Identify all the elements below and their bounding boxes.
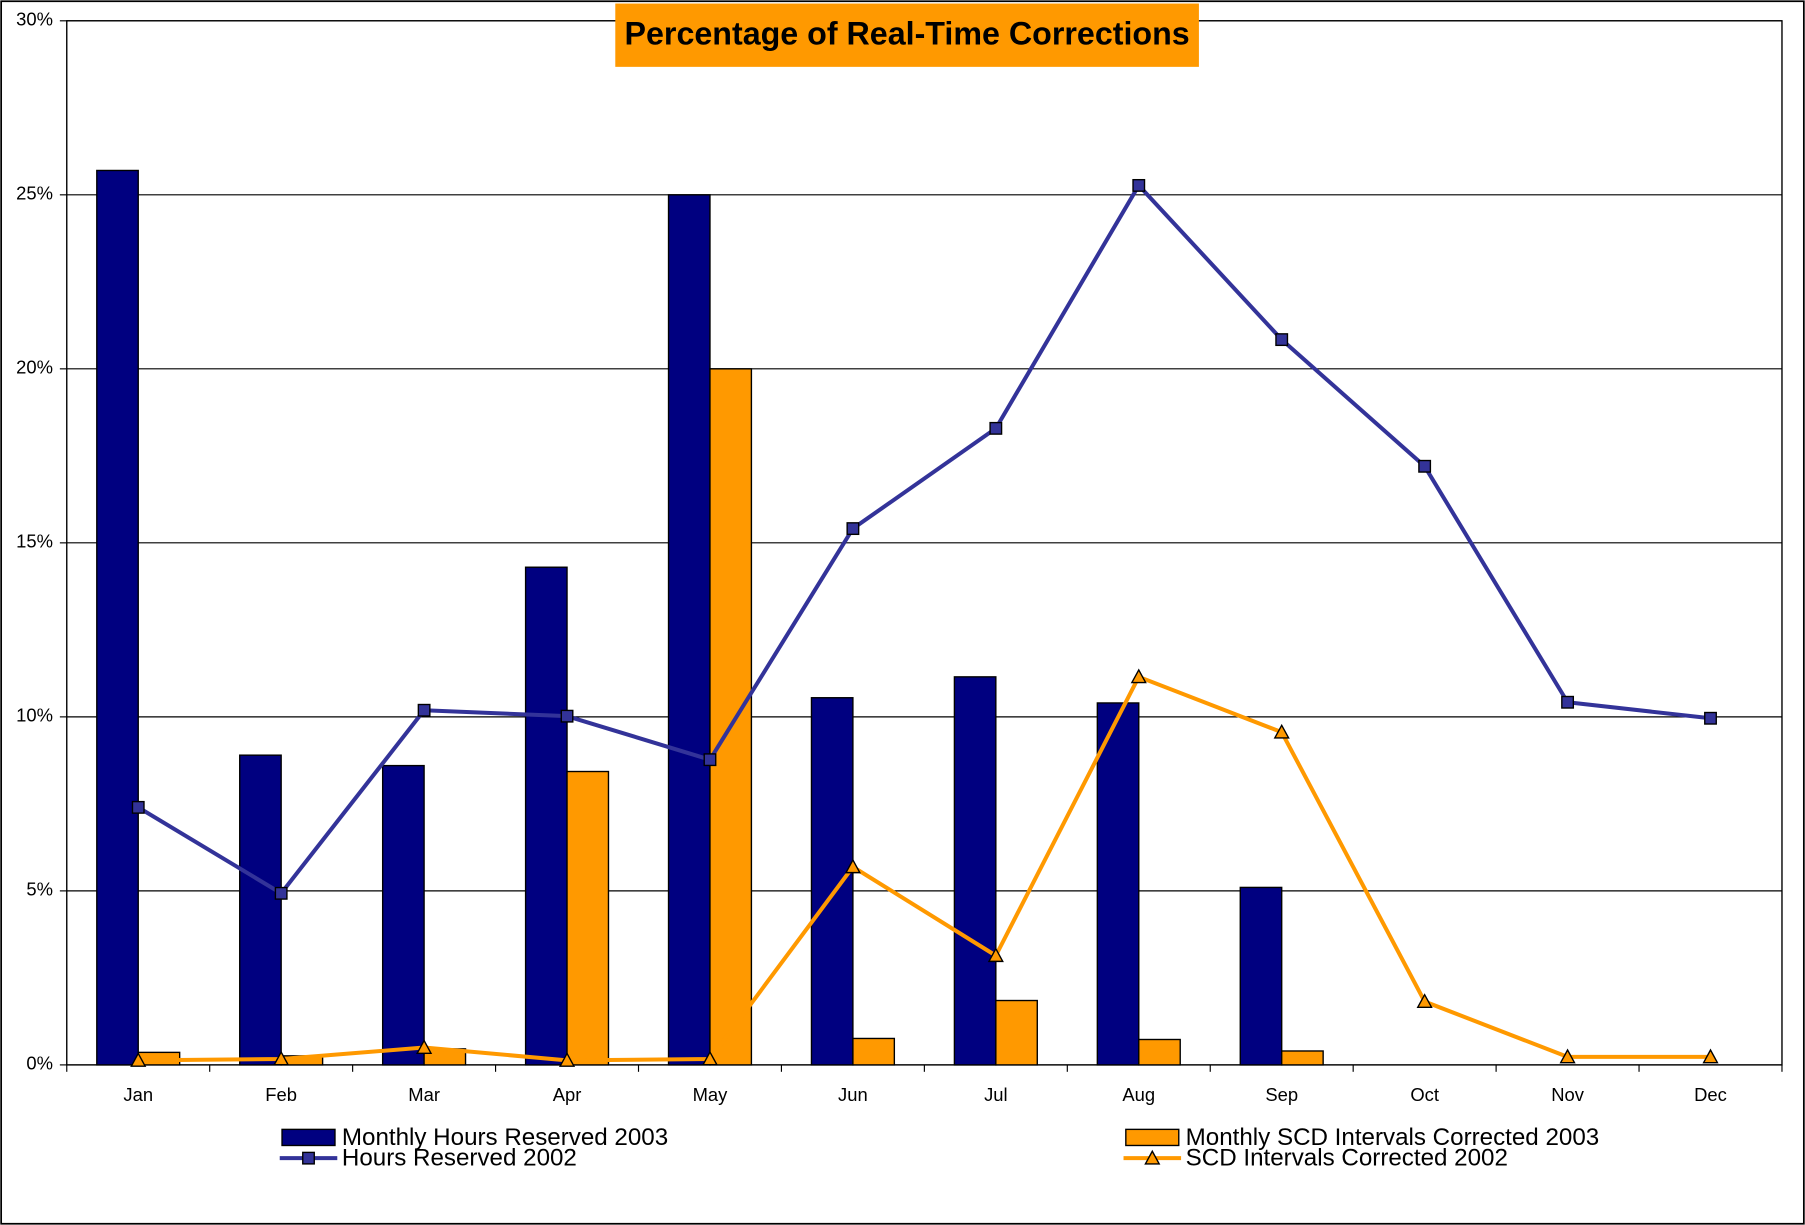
bar xyxy=(239,754,282,1066)
bar xyxy=(709,368,753,1066)
marker xyxy=(703,753,717,767)
legend-swatch xyxy=(1125,1128,1180,1147)
x-tick-label: Feb xyxy=(265,1084,297,1105)
bar xyxy=(381,764,425,1066)
marker xyxy=(1416,993,1433,1009)
marker xyxy=(416,1039,433,1054)
chart-title: Percentage of Real-Time Corrections xyxy=(625,15,1190,51)
legend-swatch xyxy=(281,1128,336,1147)
marker xyxy=(1702,1048,1719,1064)
x-tick-label: Apr xyxy=(553,1084,582,1105)
marker xyxy=(558,1052,576,1067)
line xyxy=(138,674,1711,1063)
marker xyxy=(1144,1149,1161,1165)
x-tick-label: Sep xyxy=(1265,1084,1298,1105)
x-tick-label: Nov xyxy=(1551,1084,1585,1105)
marker xyxy=(1561,695,1575,709)
y-tick-label: 10% xyxy=(16,705,53,726)
marker xyxy=(1704,711,1717,725)
y-tick-label: 30% xyxy=(16,9,53,30)
marker xyxy=(130,1052,147,1067)
legend-label: Monthly Hours Reserved 2003 xyxy=(342,1124,668,1151)
bar xyxy=(667,194,711,1066)
legend-label: SCD Intervals Corrected 2002 xyxy=(1186,1145,1508,1172)
marker xyxy=(1132,178,1146,192)
marker xyxy=(846,522,860,536)
x-tick-label: Oct xyxy=(1410,1084,1439,1105)
bar xyxy=(1096,702,1140,1066)
marker xyxy=(302,1151,315,1165)
bar xyxy=(852,1037,896,1066)
x-tick-label: Aug xyxy=(1122,1084,1155,1105)
line xyxy=(137,183,1711,896)
marker xyxy=(844,858,861,874)
y-tick-label: 5% xyxy=(26,879,53,900)
marker xyxy=(274,886,288,900)
legend: Monthly Hours Reserved 2003 Monthly SCD I… xyxy=(279,1124,1600,1172)
x-tick-label: Jan xyxy=(123,1084,153,1105)
marker xyxy=(987,947,1004,963)
marker xyxy=(1130,668,1147,684)
x-tick-label: Jun xyxy=(838,1084,868,1105)
bar xyxy=(810,697,854,1066)
bar xyxy=(1239,886,1283,1066)
x-tick-label: Jul xyxy=(984,1084,1008,1105)
marker xyxy=(1559,1048,1576,1064)
x-tick-label: May xyxy=(693,1084,729,1105)
title-group: Percentage of Real-Time Corrections xyxy=(615,3,1199,67)
marker xyxy=(701,1050,719,1066)
y-tick-label: 20% xyxy=(16,357,53,378)
marker xyxy=(273,1050,290,1066)
bar xyxy=(524,566,568,1066)
legend-label: Monthly SCD Intervals Corrected 2003 xyxy=(1186,1124,1600,1151)
bar xyxy=(953,676,997,1066)
bar xyxy=(995,999,1038,1066)
bar xyxy=(566,770,610,1066)
y-tick-label: 25% xyxy=(16,183,53,204)
marker xyxy=(560,709,574,723)
y-tick-label: 0% xyxy=(26,1053,53,1074)
marker xyxy=(1273,723,1290,739)
marker xyxy=(1275,333,1289,347)
marker xyxy=(131,800,145,814)
y-tick-label: 15% xyxy=(16,531,53,552)
marker xyxy=(1418,459,1432,473)
bar xyxy=(96,169,139,1066)
marker xyxy=(989,421,1003,435)
bar xyxy=(1281,1050,1324,1066)
bar xyxy=(1138,1038,1181,1066)
title-background xyxy=(615,3,1199,67)
marker xyxy=(417,703,431,717)
x-tick-label: Dec xyxy=(1694,1084,1727,1105)
x-tick-label: Mar xyxy=(408,1084,440,1105)
legend-label: Hours Reserved 2002 xyxy=(342,1145,577,1172)
